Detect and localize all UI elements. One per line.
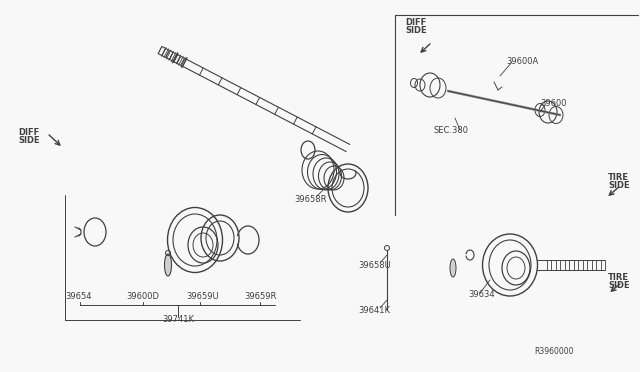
- Text: 39600D: 39600D: [126, 292, 159, 301]
- Text: 39600: 39600: [540, 99, 566, 108]
- Text: DIFF: DIFF: [18, 128, 39, 137]
- Text: DIFF: DIFF: [405, 18, 426, 27]
- Text: 39654: 39654: [65, 292, 92, 301]
- Text: 39659U: 39659U: [186, 292, 219, 301]
- Text: SIDE: SIDE: [405, 26, 427, 35]
- Text: SIDE: SIDE: [608, 181, 630, 190]
- Text: SIDE: SIDE: [608, 281, 630, 290]
- Ellipse shape: [164, 254, 172, 276]
- Text: R3960000: R3960000: [534, 347, 573, 356]
- Text: TIRE: TIRE: [608, 273, 629, 282]
- Text: 39634: 39634: [468, 290, 495, 299]
- Ellipse shape: [450, 259, 456, 277]
- Text: SEC.380: SEC.380: [434, 126, 469, 135]
- Text: TIRE: TIRE: [608, 173, 629, 182]
- Text: 39658U: 39658U: [358, 261, 391, 270]
- Text: 39741K: 39741K: [162, 315, 194, 324]
- Text: 39658R: 39658R: [294, 195, 326, 204]
- Text: SIDE: SIDE: [18, 136, 40, 145]
- Text: 39641K: 39641K: [358, 306, 390, 315]
- Text: 39659R: 39659R: [244, 292, 276, 301]
- Text: 39600A: 39600A: [506, 57, 538, 66]
